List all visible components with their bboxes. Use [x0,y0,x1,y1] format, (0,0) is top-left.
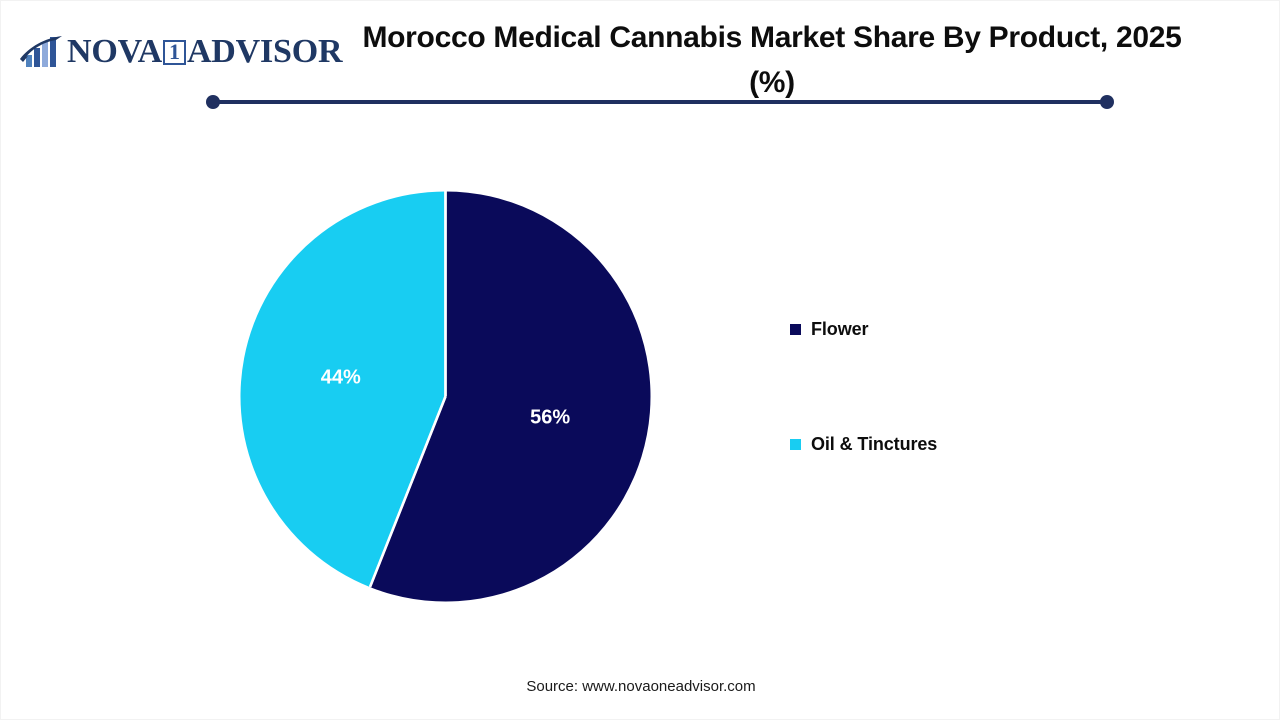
pie-data-label-oil-tinctures: 44% [321,367,361,389]
chart-title: Morocco Medical Cannabis Market Share By… [362,21,1182,99]
divider-line [212,100,1108,104]
pie-chart-svg: 56% 44% [240,191,651,602]
pie-data-label-flower: 56% [530,407,570,429]
pie-slice-flower[interactable] [370,191,651,602]
title-divider [206,95,1114,110]
legend-swatch-oil-tinctures [790,438,801,450]
pie-slice-oil-tinctures[interactable] [240,191,446,588]
logo-wordmark: NOVA 1 ADVISOR [67,33,343,70]
novaone-advisor-logo[interactable]: NOVA 1 ADVISOR [19,30,343,74]
chart-legend: Flower Oil & Tinctures [790,317,1090,456]
legend-label-flower: Flower [811,318,869,339]
bar-chart-swoosh-icon [20,36,62,67]
pie-chart: 56% 44% [240,191,651,602]
logo-badge-one: 1 [162,39,186,65]
logo-word-advisor: ADVISOR [186,33,343,70]
legend-label-oil-tinctures: Oil & Tinctures [811,433,938,454]
logo-word-nova: NOVA [67,33,162,70]
legend-swatch-flower [790,323,801,335]
legend-item-oil-tinctures[interactable]: Oil & Tinctures [790,432,1090,456]
legend-item-flower[interactable]: Flower [790,317,1090,341]
divider-dot-right [1100,95,1114,109]
source-attribution: Source: www.novaoneadvisor.com [526,678,756,695]
